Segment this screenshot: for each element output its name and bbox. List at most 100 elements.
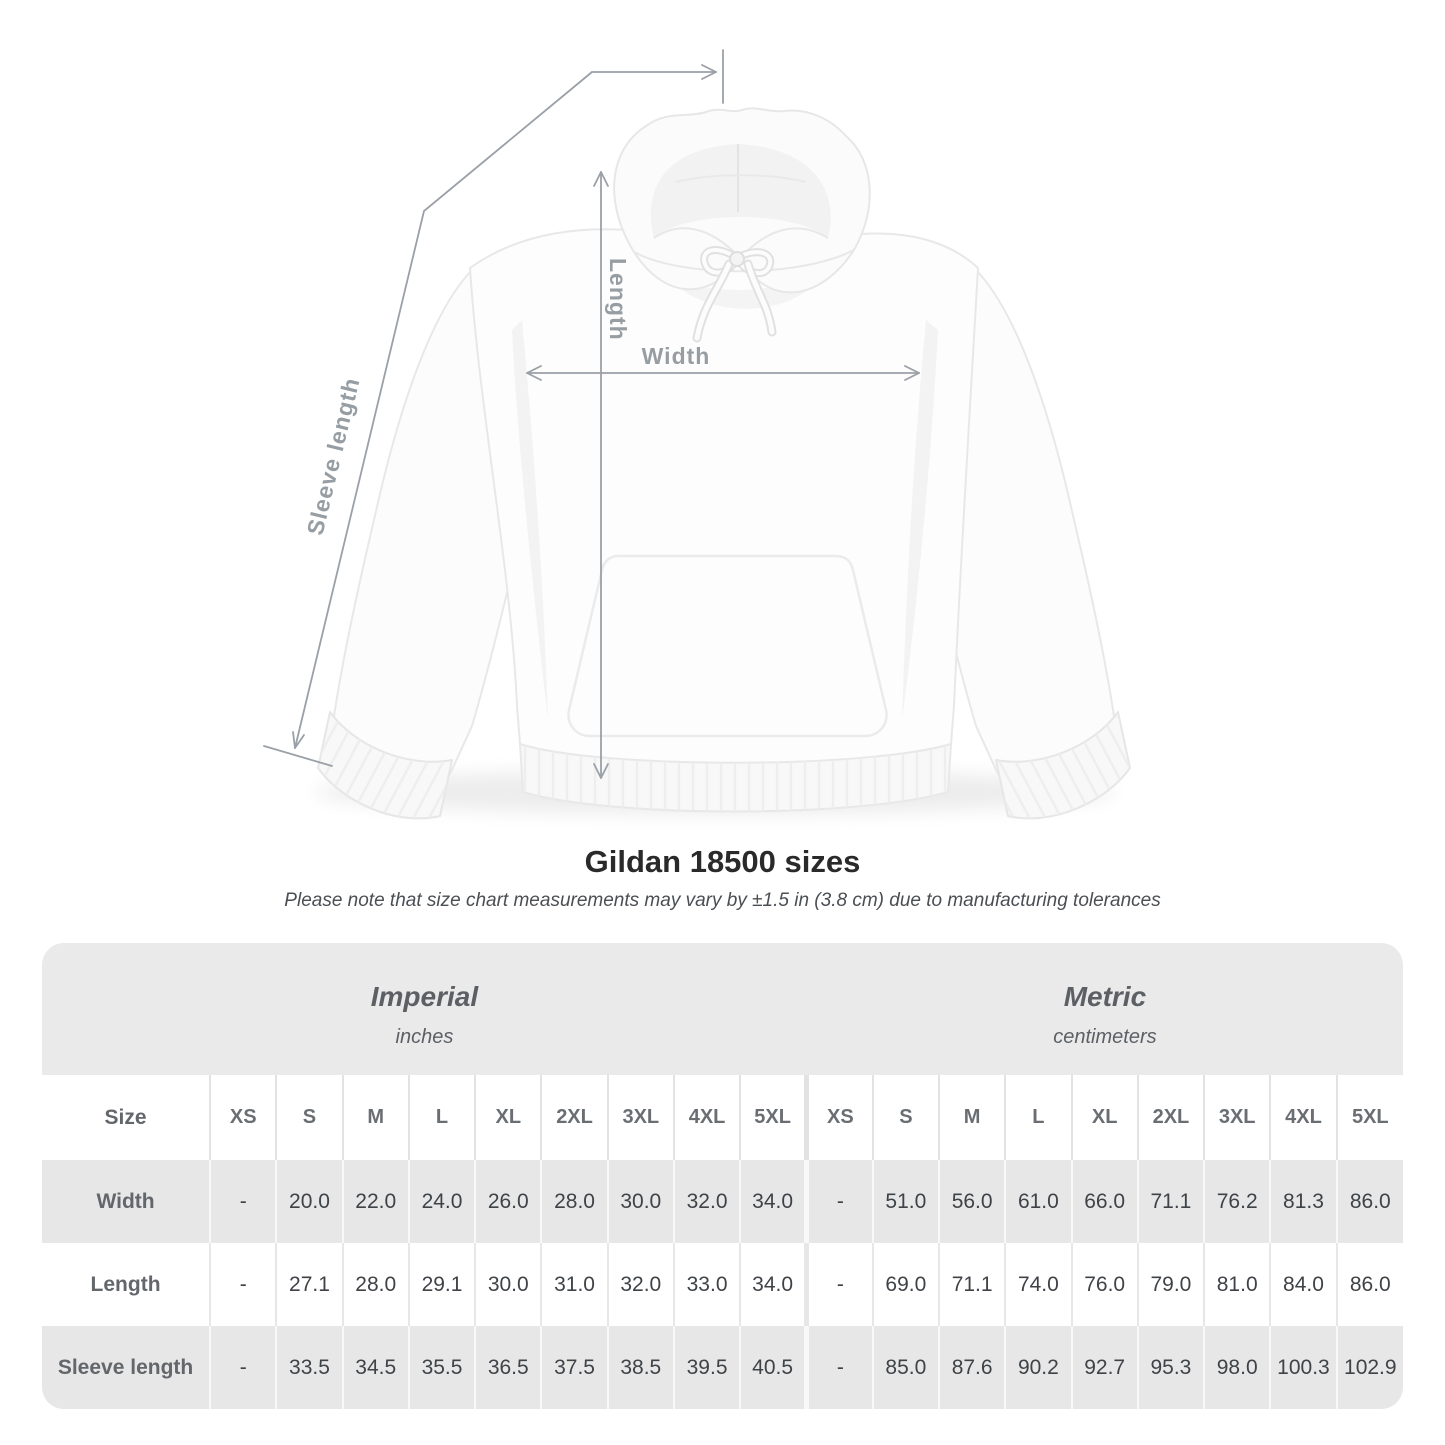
- column-header-metric-xs: XS: [806, 1075, 874, 1160]
- column-header-imperial-l: L: [408, 1075, 477, 1160]
- column-header-imperial-xs: XS: [210, 1075, 278, 1160]
- imperial-title: Imperial: [370, 981, 479, 1012]
- cell-metric-sleeve-length-2xl: 95.3: [1137, 1326, 1206, 1409]
- metric-title: Metric: [1063, 981, 1147, 1012]
- length-arrowheads: [593, 171, 609, 779]
- imperial-unit: inches: [395, 1026, 454, 1048]
- cell-metric-width-s: 51.0: [872, 1160, 941, 1243]
- tolerance-note: Please note that size chart measurements…: [284, 890, 1161, 911]
- cell-metric-sleeve-length-xs: -: [806, 1326, 874, 1409]
- cell-imperial-length-xs: -: [210, 1243, 278, 1326]
- cell-imperial-width-xl: 26.0: [475, 1160, 543, 1243]
- table-row-length: Length -27.1 28.0 29.1 30.0 31.0 32.0 33.0 34.0-…: [42, 1243, 1403, 1326]
- sleeve-end-tick: [263, 745, 333, 767]
- sleeve-arrowhead: [292, 731, 305, 749]
- column-header-metric-l: L: [1005, 1075, 1073, 1160]
- table-row-sleeve-length: Sleeve length -33.5 34.5 35.5 36.5 37.5 38.5 39…: [42, 1326, 1403, 1409]
- size-table: Size XS S M L XL 2XL 3XL 4XL 5XL XS S M L XL 2XL 3XL 4XL 5…: [42, 1075, 1403, 1409]
- cell-metric-width-xl: 66.0: [1071, 1160, 1139, 1243]
- cell-metric-length-s: 69.0: [872, 1243, 941, 1326]
- cell-imperial-width-3xl: 30.0: [607, 1160, 675, 1243]
- column-header-imperial-4xl: 4XL: [673, 1075, 742, 1160]
- cell-metric-width-4xl: 81.3: [1270, 1160, 1338, 1243]
- cell-imperial-width-2xl: 28.0: [541, 1160, 609, 1243]
- column-header-imperial-2xl: 2XL: [541, 1075, 609, 1160]
- cell-imperial-length-l: 29.1: [408, 1243, 477, 1326]
- cell-metric-sleeve-length-xl: 92.7: [1071, 1326, 1139, 1409]
- cell-metric-length-m: 71.1: [939, 1243, 1007, 1326]
- cell-metric-width-xs: -: [806, 1160, 874, 1243]
- cell-imperial-sleeve-length-xl: 36.5: [475, 1326, 543, 1409]
- cell-imperial-sleeve-length-2xl: 37.5: [541, 1326, 609, 1409]
- cell-metric-sleeve-length-5xl: 102.9: [1336, 1326, 1403, 1409]
- table-row-width: Width -20.0 22.0 24.0 26.0 28.0 30.0 32.0 34.0-5…: [42, 1160, 1403, 1243]
- cell-metric-length-4xl: 84.0: [1270, 1243, 1338, 1326]
- imperial-group-header: Imperial inches: [42, 981, 807, 1049]
- column-header-metric-2xl: 2XL: [1137, 1075, 1206, 1160]
- cell-imperial-sleeve-length-m: 34.5: [342, 1326, 410, 1409]
- cell-imperial-width-l: 24.0: [408, 1160, 477, 1243]
- width-arrowheads: [526, 365, 920, 381]
- cell-metric-sleeve-length-s: 85.0: [872, 1326, 941, 1409]
- hoodie-measurement-diagram: Length Width Sleeve length: [263, 49, 1131, 820]
- row-label-width: Width: [42, 1160, 212, 1243]
- row-label-sleeve-length: Sleeve length: [42, 1326, 212, 1409]
- cell-metric-sleeve-length-m: 87.6: [939, 1326, 1007, 1409]
- column-header-metric-s: S: [872, 1075, 941, 1160]
- column-header-metric-5xl: 5XL: [1336, 1075, 1403, 1160]
- column-header-metric-4xl: 4XL: [1270, 1075, 1338, 1160]
- cell-metric-sleeve-length-l: 90.2: [1005, 1326, 1073, 1409]
- cell-imperial-sleeve-length-s: 33.5: [276, 1326, 344, 1409]
- cell-imperial-length-4xl: 33.0: [673, 1243, 742, 1326]
- column-header-metric-xl: XL: [1071, 1075, 1139, 1160]
- cell-metric-width-3xl: 76.2: [1204, 1160, 1272, 1243]
- column-header-metric-3xl: 3XL: [1204, 1075, 1272, 1160]
- metric-unit: centimeters: [1053, 1026, 1157, 1048]
- column-header-imperial-xl: XL: [475, 1075, 543, 1160]
- cell-imperial-width-s: 20.0: [276, 1160, 344, 1243]
- measurement-lines: [263, 49, 920, 779]
- cell-imperial-width-m: 22.0: [342, 1160, 410, 1243]
- cell-imperial-length-2xl: 31.0: [541, 1243, 609, 1326]
- cell-metric-width-l: 61.0: [1005, 1160, 1073, 1243]
- cell-imperial-length-m: 28.0: [342, 1243, 410, 1326]
- cell-metric-width-5xl: 86.0: [1336, 1160, 1403, 1243]
- column-header-imperial-3xl: 3XL: [607, 1075, 675, 1160]
- width-measure-label: Width: [642, 343, 711, 369]
- column-header-metric-m: M: [939, 1075, 1007, 1160]
- size-chart-card: Imperial inches Metric centimeters Size X…: [42, 943, 1403, 1409]
- sleeve-length-measure-label: Sleeve length: [302, 375, 365, 538]
- cell-metric-length-5xl: 86.0: [1336, 1243, 1403, 1326]
- cell-imperial-length-3xl: 32.0: [607, 1243, 675, 1326]
- page-title: Gildan 18500 sizes: [584, 844, 861, 879]
- cell-metric-length-l: 74.0: [1005, 1243, 1073, 1326]
- cell-imperial-length-5xl: 34.0: [740, 1243, 809, 1326]
- cell-imperial-width-5xl: 34.0: [740, 1160, 809, 1243]
- column-header-imperial-s: S: [276, 1075, 344, 1160]
- cell-imperial-sleeve-length-l: 35.5: [408, 1326, 477, 1409]
- hoodie-illustration: Length Width Sleeve length: [263, 49, 1131, 820]
- row-label-length: Length: [42, 1243, 212, 1326]
- cell-imperial-sleeve-length-xs: -: [210, 1326, 278, 1409]
- cell-imperial-length-xl: 30.0: [475, 1243, 543, 1326]
- cell-imperial-width-xs: -: [210, 1160, 278, 1243]
- column-header-size: Size: [42, 1075, 212, 1160]
- sleeve-length-line: [294, 71, 593, 749]
- cell-metric-length-2xl: 79.0: [1137, 1243, 1206, 1326]
- drawstrings: [692, 246, 777, 343]
- cell-metric-sleeve-length-3xl: 98.0: [1204, 1326, 1272, 1409]
- cell-imperial-sleeve-length-5xl: 40.5: [740, 1326, 809, 1409]
- cell-metric-width-m: 56.0: [939, 1160, 1007, 1243]
- shoulder-arrowhead: [701, 64, 717, 80]
- cell-metric-sleeve-length-4xl: 100.3: [1270, 1326, 1338, 1409]
- cell-imperial-length-s: 27.1: [276, 1243, 344, 1326]
- unit-system-header: Imperial inches Metric centimeters: [42, 943, 1403, 1075]
- column-header-imperial-5xl: 5XL: [740, 1075, 809, 1160]
- size-header-row: Size XS S M L XL 2XL 3XL 4XL 5XL XS S M L XL 2XL 3XL 4XL 5…: [42, 1075, 1403, 1160]
- length-measure-label: Length: [605, 258, 631, 341]
- cell-metric-length-xs: -: [806, 1243, 874, 1326]
- cell-metric-length-xl: 76.0: [1071, 1243, 1139, 1326]
- cell-imperial-width-4xl: 32.0: [673, 1160, 742, 1243]
- column-header-imperial-m: M: [342, 1075, 410, 1160]
